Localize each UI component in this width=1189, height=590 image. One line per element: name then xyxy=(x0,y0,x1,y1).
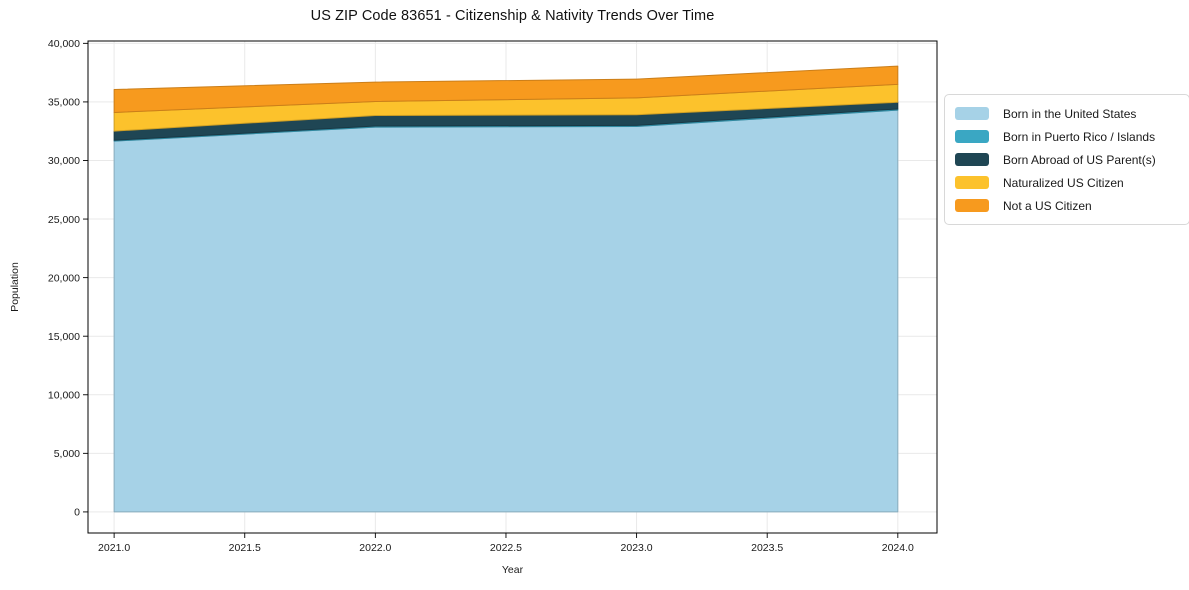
area-born-in-the-united-states xyxy=(113,109,899,513)
legend-item-born-in-the-united-states: Born in the United States xyxy=(955,106,1181,121)
y-tick-label: 0 xyxy=(74,507,80,519)
legend-label: Naturalized US Citizen xyxy=(1003,175,1124,190)
y-tick-label: 20,000 xyxy=(48,272,80,284)
legend-swatch-not-a-us-citizen xyxy=(955,199,989,212)
chart-title: US ZIP Code 83651 - Citizenship & Nativi… xyxy=(310,8,715,24)
legend: Born in the United States Born in Puerto … xyxy=(944,94,1189,225)
x-tick-label: 2023.5 xyxy=(751,542,783,554)
x-axis-label: Year xyxy=(501,564,524,576)
legend-swatch-born-abroad-of-us-parent-s xyxy=(955,153,989,166)
legend-swatch-born-in-the-united-states xyxy=(955,107,989,120)
x-tick-label: 2022.0 xyxy=(359,542,391,554)
y-tick-label: 35,000 xyxy=(48,97,80,109)
legend-label: Not a US Citizen xyxy=(1003,198,1092,213)
y-axis-label: Population xyxy=(9,262,21,312)
legend-label: Born in Puerto Rico / Islands xyxy=(1003,129,1156,144)
legend-label: Born in the United States xyxy=(1003,106,1137,121)
legend-item-born-in-puerto-rico-islands: Born in Puerto Rico / Islands xyxy=(955,129,1181,144)
legend-item-born-abroad-of-us-parent-s: Born Abroad of US Parent(s) xyxy=(955,152,1181,167)
legend-item-not-a-us-citizen: Not a US Citizen xyxy=(955,198,1181,213)
legend-item-naturalized-us-citizen: Naturalized US Citizen xyxy=(955,175,1181,190)
x-tick-label: 2024.0 xyxy=(882,542,914,554)
x-tick-label: 2021.0 xyxy=(98,542,130,554)
y-tick-label: 5,000 xyxy=(54,448,80,460)
legend-swatch-born-in-puerto-rico-islands xyxy=(955,130,989,143)
x-tick-label: 2021.5 xyxy=(229,542,261,554)
y-tick-label: 10,000 xyxy=(48,389,80,401)
legend-swatch-naturalized-us-citizen xyxy=(955,176,989,189)
y-tick-label: 15,000 xyxy=(48,331,80,343)
area-not-a-us-citizen xyxy=(113,65,899,113)
x-tick-label: 2022.5 xyxy=(490,542,522,554)
y-tick-label: 25,000 xyxy=(48,214,80,226)
x-tick-label: 2023.0 xyxy=(621,542,653,554)
y-tick-label: 40,000 xyxy=(48,38,80,50)
y-tick-label: 30,000 xyxy=(48,155,80,167)
legend-label: Born Abroad of US Parent(s) xyxy=(1003,152,1156,167)
plot-border xyxy=(87,40,938,534)
